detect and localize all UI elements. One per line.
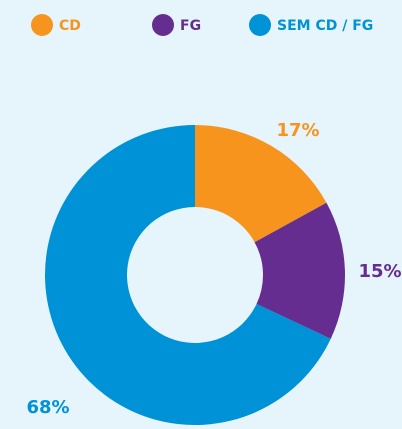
slice (195, 125, 327, 243)
slice (254, 202, 346, 339)
data-label: 15% (358, 261, 401, 282)
legend-label: SEM CD / FG (277, 18, 373, 34)
legend-swatch (249, 14, 271, 36)
legend-swatch (31, 14, 53, 36)
data-label: 17% (276, 120, 319, 141)
legend-label: FG (180, 18, 201, 34)
legend-label: CD (59, 18, 81, 34)
slice (45, 124, 331, 426)
data-label: 68% (26, 397, 69, 418)
legend-swatch (152, 14, 174, 36)
